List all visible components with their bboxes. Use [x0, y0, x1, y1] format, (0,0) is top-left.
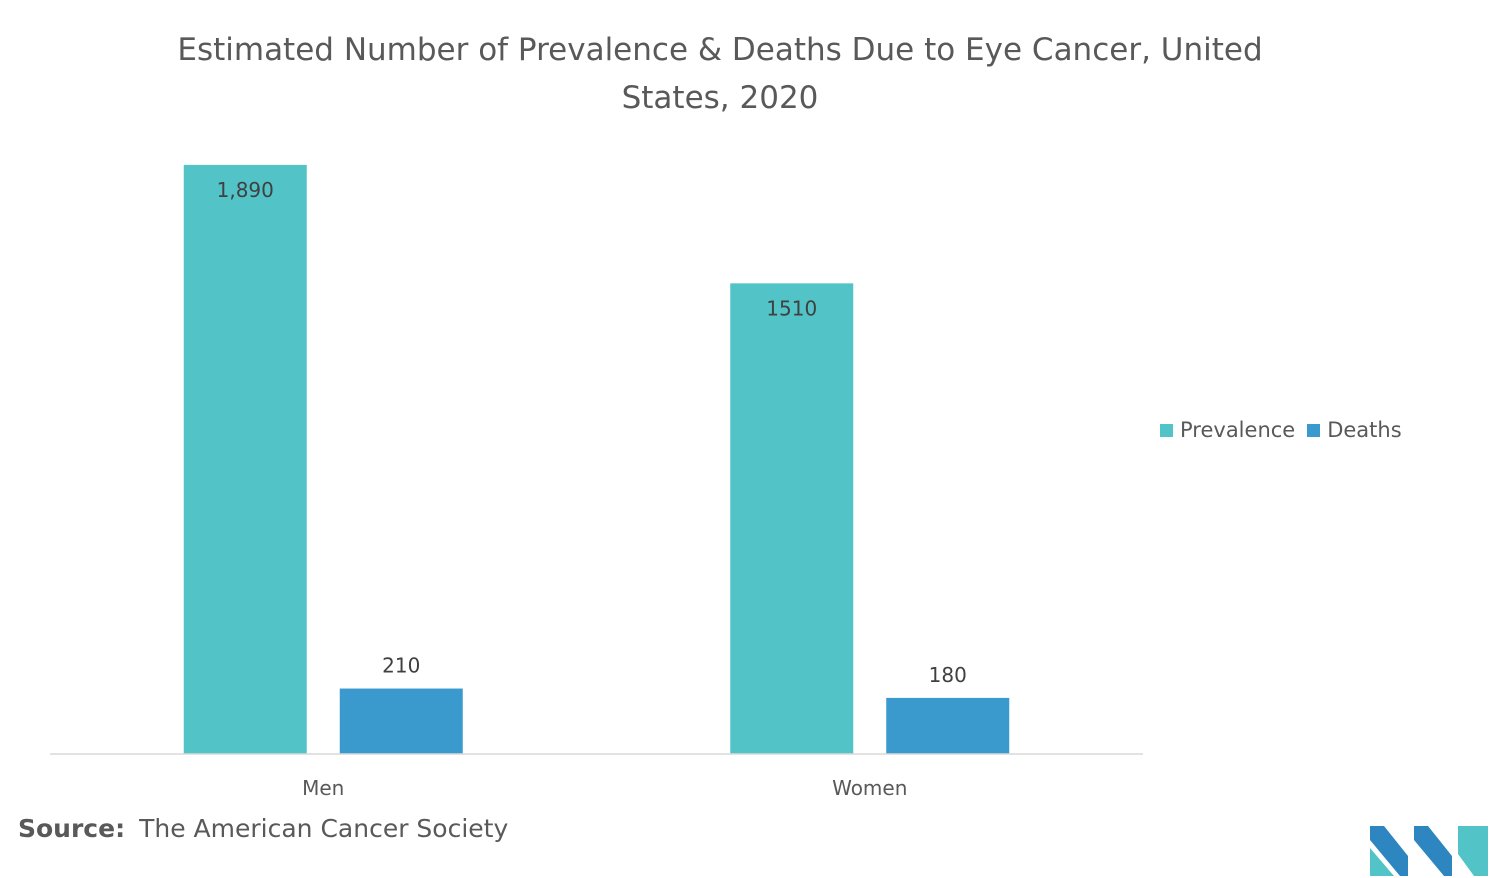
legend-label-deaths: Deaths [1327, 418, 1402, 442]
logo-shape-center [1414, 826, 1452, 876]
x-tick-label-men: Men [302, 776, 344, 800]
bars-layer [183, 164, 1010, 755]
bar-deaths-women [886, 697, 1010, 754]
legend-swatch-deaths [1307, 423, 1321, 437]
data-label-prevalence-men: 1,890 [217, 178, 274, 202]
bar-prevalence-women [730, 283, 854, 754]
mordor-intelligence-logo-icon [1370, 826, 1488, 876]
chart-title: Estimated Number of Prevalence & Deaths … [177, 32, 1263, 116]
logo-shape-left [1370, 826, 1408, 876]
legend: Prevalence Deaths [1160, 418, 1414, 442]
logo-shape-right [1458, 826, 1488, 876]
data-label-deaths-men: 210 [382, 654, 420, 678]
source-note: Source: The American Cancer Society [18, 814, 508, 843]
bar-prevalence-men [183, 164, 307, 755]
data-label-deaths-women: 180 [929, 663, 967, 687]
legend-item-prevalence: Prevalence [1160, 418, 1295, 442]
source-text: The American Cancer Society [139, 814, 509, 843]
legend-label-prevalence: Prevalence [1180, 418, 1296, 442]
logo-shape-middle [1370, 848, 1394, 876]
source-label: Source: [18, 814, 126, 843]
legend-swatch-prevalence [1160, 423, 1173, 437]
data-label-prevalence-women: 1510 [766, 296, 817, 320]
labels-layer: 1,890 210 Men 1510 180 Women [217, 178, 967, 800]
bar-deaths-men [339, 688, 463, 754]
legend-item-deaths: Deaths [1307, 418, 1402, 442]
x-tick-label-women: Women [832, 776, 907, 800]
